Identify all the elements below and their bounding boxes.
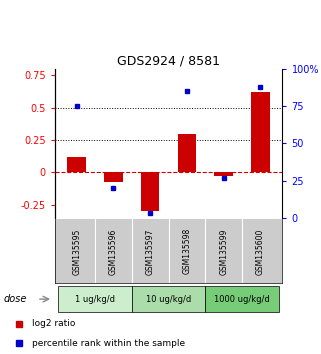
- Bar: [214, 172, 233, 176]
- Bar: [251, 92, 270, 172]
- Text: GSM135597: GSM135597: [146, 228, 155, 275]
- Text: GSM135596: GSM135596: [109, 228, 118, 275]
- Text: 1 ug/kg/d: 1 ug/kg/d: [75, 295, 115, 304]
- Text: 1000 ug/kg/d: 1000 ug/kg/d: [214, 295, 270, 304]
- Text: 10 ug/kg/d: 10 ug/kg/d: [146, 295, 191, 304]
- Bar: [178, 134, 196, 172]
- Bar: [205, 286, 279, 312]
- Bar: [141, 172, 159, 211]
- Bar: [104, 172, 123, 182]
- Text: GSM135598: GSM135598: [182, 228, 191, 274]
- Bar: [132, 286, 205, 312]
- Text: log2 ratio: log2 ratio: [32, 319, 75, 329]
- Bar: [67, 157, 86, 172]
- Bar: [58, 286, 132, 312]
- Text: percentile rank within the sample: percentile rank within the sample: [32, 339, 185, 348]
- Text: GSM135595: GSM135595: [72, 228, 81, 275]
- Text: GSM135599: GSM135599: [219, 228, 228, 275]
- Text: dose: dose: [3, 294, 27, 304]
- Text: GSM135600: GSM135600: [256, 228, 265, 275]
- Title: GDS2924 / 8581: GDS2924 / 8581: [117, 55, 220, 68]
